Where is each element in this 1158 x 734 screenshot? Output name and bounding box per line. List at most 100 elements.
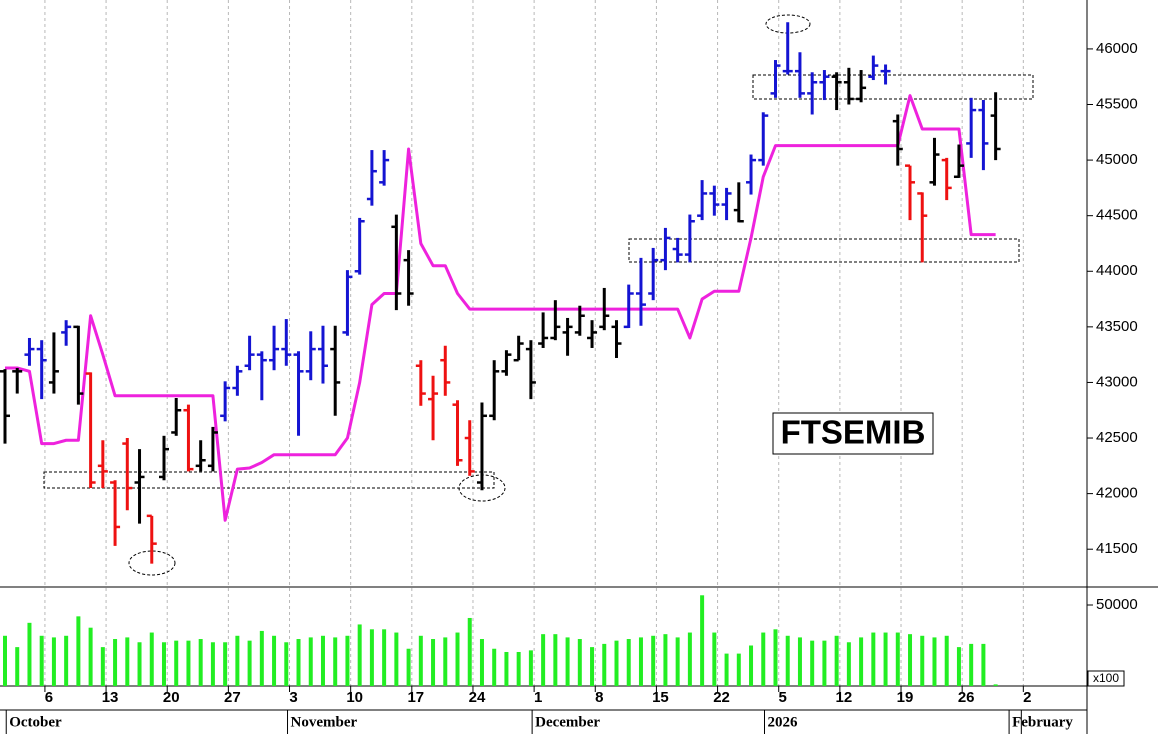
- x-tick-label: 22: [713, 689, 730, 706]
- y-tick-label: 41500: [1096, 540, 1138, 557]
- volume-bar: [908, 634, 913, 686]
- volume-bar: [504, 651, 509, 686]
- volume-bar: [235, 635, 240, 686]
- volume-bar: [345, 635, 350, 686]
- chart-title: FTSEMIB: [781, 414, 926, 451]
- volume-bar: [3, 635, 7, 686]
- volume-bar: [651, 635, 656, 686]
- y-tick-label: 46000: [1096, 40, 1138, 57]
- volume-bar: [308, 637, 313, 686]
- volume-bar: [577, 639, 582, 686]
- x-tick-label: 5: [779, 689, 787, 706]
- volume-bar: [174, 640, 179, 686]
- volume-bar: [272, 635, 277, 686]
- volume-bar: [186, 640, 191, 686]
- volume-bar: [797, 637, 802, 686]
- volume-bar: [687, 632, 692, 686]
- volume-bar: [871, 632, 876, 686]
- x-tick-label: 17: [407, 689, 424, 706]
- volume-bar: [210, 642, 215, 686]
- volume-bar: [443, 637, 448, 686]
- volume-bar: [418, 635, 423, 686]
- x-tick-label: 15: [652, 689, 669, 706]
- y-tick-label: 50000: [1096, 596, 1138, 613]
- low-marker: [128, 550, 176, 576]
- volume-bar: [149, 632, 154, 686]
- volume-bar: [895, 632, 900, 686]
- resistance-box: [752, 74, 1034, 100]
- volume-bar: [198, 639, 203, 686]
- volume-bar: [981, 643, 986, 686]
- volume-bar: [773, 629, 778, 686]
- volume-bar: [969, 643, 974, 686]
- volume-bar: [100, 647, 105, 686]
- volume-bar: [455, 632, 460, 686]
- volume-bar: [259, 630, 264, 686]
- x-tick-label: 10: [346, 689, 363, 706]
- y-tick-label: 44500: [1096, 207, 1138, 224]
- volume-bar: [565, 637, 570, 686]
- volume-bar: [320, 635, 325, 686]
- month-label: December: [535, 714, 600, 730]
- volume-bar: [76, 616, 81, 686]
- x-tick-label: 20: [163, 689, 180, 706]
- volume-bar: [284, 642, 289, 686]
- volume-bar: [333, 637, 338, 686]
- volume-bar: [993, 684, 998, 686]
- indicator-line: [5, 94, 996, 522]
- volume-bar: [590, 647, 595, 686]
- volume-bar: [712, 632, 717, 686]
- volume-bar: [785, 635, 790, 686]
- x-tick-label: 27: [224, 689, 241, 706]
- volume-bar: [39, 635, 44, 686]
- x-tick-label: 6: [45, 689, 53, 706]
- volume-bar: [541, 634, 546, 686]
- x-tick-label: 24: [469, 689, 486, 706]
- volume-bar: [761, 632, 766, 686]
- month-label: November: [291, 714, 358, 730]
- volume-bar: [553, 634, 558, 686]
- support-box: [628, 238, 1020, 263]
- volume-bar: [382, 629, 387, 686]
- volume-bar: [859, 637, 864, 686]
- volume-bar: [956, 647, 961, 686]
- volume-bar: [822, 640, 827, 686]
- volume-bar: [614, 640, 619, 686]
- volume-bar: [15, 647, 20, 686]
- volume-bar: [113, 639, 118, 686]
- x-tick-label: 8: [595, 689, 603, 706]
- x-tick-label: 3: [289, 689, 297, 706]
- volume-bar: [51, 637, 56, 686]
- volume-bar: [467, 617, 472, 686]
- volume-bar: [27, 622, 32, 686]
- support-box: [43, 471, 495, 489]
- volume-bar: [736, 653, 741, 686]
- unit-box: [1087, 670, 1125, 687]
- volume-bar: [638, 637, 643, 686]
- x-tick-label: 26: [958, 689, 975, 706]
- y-tick-label: 43500: [1096, 318, 1138, 335]
- volume-bar: [247, 640, 252, 686]
- title-box: [772, 412, 934, 455]
- month-label: February: [1012, 714, 1073, 730]
- volume-bar: [749, 645, 754, 686]
- volume-bar: [406, 648, 411, 686]
- volume-bar: [516, 651, 521, 686]
- y-tick-label: 44000: [1096, 262, 1138, 279]
- volume-bar: [394, 632, 399, 686]
- volume-bar: [846, 642, 851, 686]
- volume-bar: [357, 624, 362, 686]
- volume-bar: [528, 650, 533, 686]
- volume-bar: [920, 635, 925, 686]
- volume-bar: [296, 639, 301, 686]
- volume-bar: [700, 595, 705, 686]
- volume-bar: [64, 635, 69, 686]
- x-tick-label: 12: [836, 689, 853, 706]
- volume-bar: [834, 635, 839, 686]
- volume-bar: [663, 634, 668, 686]
- y-tick-label: 45500: [1096, 95, 1138, 112]
- volume-bar: [883, 632, 888, 686]
- volume-bar: [223, 642, 228, 686]
- volume-bar: [431, 639, 436, 686]
- y-tick-label: 42500: [1096, 429, 1138, 446]
